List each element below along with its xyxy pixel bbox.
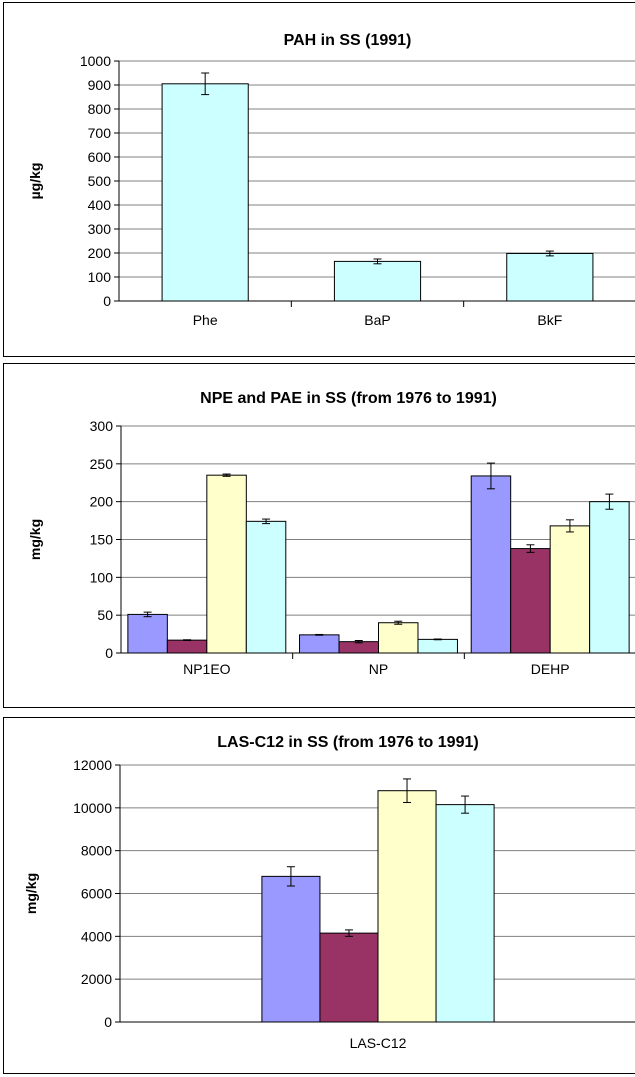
y-tick-label: 200	[88, 245, 112, 261]
npe-pae-chart-panel: 0 50 100 150 200 250 300 NPE and PAE in SS (fro…	[3, 363, 635, 708]
y-tick-label: 12000	[73, 757, 112, 773]
bar	[338, 641, 379, 654]
chart-title: PAH in SS (1991)	[284, 32, 412, 49]
bar	[377, 790, 437, 1023]
bar	[206, 474, 247, 654]
y-axis-label: µg/kg	[27, 163, 43, 200]
bar	[589, 501, 630, 654]
pah-chart-panel: 0 100 200 300 400 500 600 700 800 900 1000 PAH in S…	[3, 2, 635, 357]
y-tick-label: 300	[88, 221, 112, 237]
y-tick-label: 800	[88, 101, 112, 117]
y-tick-label: 500	[88, 173, 112, 189]
bar	[510, 548, 551, 654]
y-axis-label: mg/kg	[23, 873, 39, 914]
y-tick-label: 250	[90, 456, 114, 472]
x-tick-label: DEHP	[531, 661, 570, 677]
y-tick-label: 4000	[81, 928, 112, 944]
x-tick-label: BkF	[537, 312, 562, 328]
bar	[549, 525, 591, 654]
bar	[127, 613, 168, 654]
bar	[261, 875, 321, 1023]
bar	[161, 83, 249, 302]
y-tick-label: 300	[90, 418, 114, 434]
bar	[378, 622, 419, 654]
y-tick-label: 150	[90, 532, 114, 548]
chart-svg: 0 2000 4000 6000 8000 10000 12000 LAS-C12 in SS…	[23, 734, 635, 1051]
bar	[506, 252, 594, 302]
y-tick-label: 0	[104, 1014, 112, 1030]
y-tick-label: 100	[88, 269, 112, 285]
y-tick-label: 100	[90, 569, 114, 585]
chart-svg: 0 100 200 300 400 500 600 700 800 900 1000 PAH in S…	[27, 32, 635, 328]
x-tick-label: LAS-C12	[350, 1035, 407, 1051]
x-tick-label: BaP	[364, 312, 390, 328]
y-tick-label: 50	[97, 607, 113, 623]
y-tick-label: 10000	[73, 800, 112, 816]
y-tick-label: 2000	[81, 971, 112, 987]
y-tick-label: 400	[88, 197, 112, 213]
bar	[166, 639, 208, 654]
bar	[333, 260, 422, 302]
bar	[417, 638, 458, 654]
y-axis-label: mg/kg	[27, 519, 43, 560]
y-tick-label: 600	[88, 149, 112, 165]
x-tick-label: NP1EO	[183, 661, 231, 677]
y-tick-label: 6000	[81, 886, 112, 902]
chart-title: LAS-C12 in SS (from 1976 to 1991)	[217, 734, 478, 751]
bar	[435, 804, 495, 1023]
chart-title: NPE and PAE in SS (from 1976 to 1991)	[200, 390, 497, 407]
y-tick-label: 1000	[80, 53, 111, 69]
x-tick-label: Phe	[193, 312, 218, 328]
y-tick-label: 900	[88, 77, 112, 93]
bar	[299, 634, 340, 654]
las-c12-chart-panel: 0 2000 4000 6000 8000 10000 12000 LAS-C12 in SS…	[3, 717, 635, 1074]
bar	[470, 475, 512, 654]
y-tick-label: 8000	[81, 843, 112, 859]
chart-svg: 0 50 100 150 200 250 300 NPE and PAE in SS (fro…	[27, 390, 635, 677]
bar	[319, 932, 379, 1023]
y-tick-label: 0	[105, 645, 113, 661]
y-tick-label: 700	[88, 125, 112, 141]
y-tick-label: 0	[103, 293, 111, 309]
bar	[245, 520, 287, 654]
y-tick-label: 200	[90, 494, 114, 510]
x-tick-label: NP	[369, 661, 388, 677]
